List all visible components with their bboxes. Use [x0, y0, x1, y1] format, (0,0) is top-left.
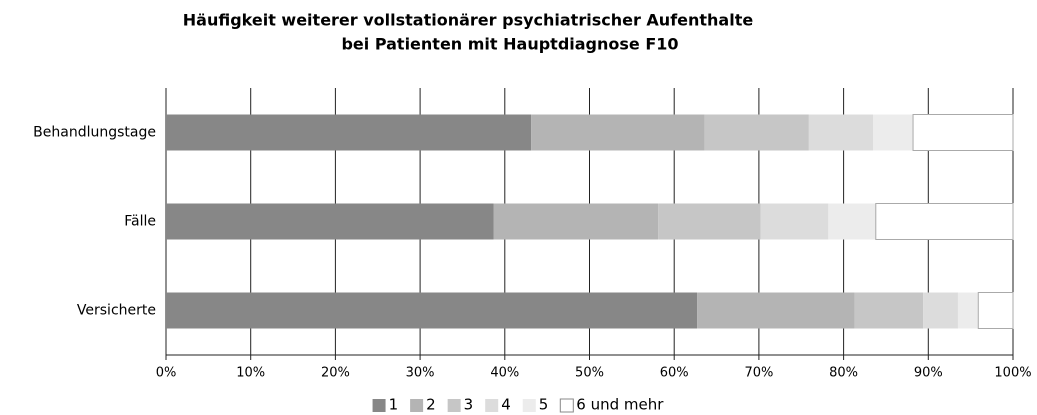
legend-swatch	[410, 399, 424, 412]
bar-segment	[873, 114, 914, 151]
y-tick-label: Versicherte	[77, 303, 156, 319]
chart-title: Häufigkeit weiterer vollstationärer psyc…	[183, 11, 754, 30]
bar-segment	[875, 203, 1014, 240]
bar-segment	[166, 292, 698, 329]
x-tick-label: 70%	[744, 366, 773, 381]
x-tick-label: 100%	[994, 366, 1031, 381]
legend-swatch	[559, 398, 574, 413]
legend-swatch	[447, 399, 461, 412]
bar-segment	[760, 203, 829, 240]
bar-segment	[923, 292, 958, 329]
x-tick-label: 20%	[321, 366, 350, 381]
legend-label: 2	[426, 396, 436, 414]
x-tick-label: 30%	[406, 366, 435, 381]
legend-swatch	[522, 399, 536, 412]
legend-swatch	[485, 399, 499, 412]
legend-label: 4	[501, 396, 511, 414]
bar-segment	[531, 114, 705, 151]
bar-segment	[166, 203, 494, 240]
legend-label: 1	[389, 396, 399, 414]
legend-label: 6 und mehr	[576, 396, 664, 414]
bar-segment	[828, 203, 876, 240]
bar-segment	[658, 203, 761, 240]
x-tick-label: 10%	[236, 366, 265, 381]
y-tick-label: Behandlungstage	[33, 125, 156, 141]
x-tick-label: 80%	[829, 366, 858, 381]
bar-segment	[957, 292, 979, 329]
x-tick-label: 40%	[490, 366, 519, 381]
bar-segment	[977, 292, 1014, 329]
legend-label: 3	[464, 396, 474, 414]
bar-segment	[166, 114, 532, 151]
chart-title: bei Patienten mit Hauptdiagnose F10	[341, 35, 678, 54]
legend-swatch	[372, 399, 386, 412]
legend-label: 5	[539, 396, 549, 414]
bar-segment	[697, 292, 855, 329]
x-tick-label: 50%	[575, 366, 604, 381]
bar-segment	[704, 114, 809, 151]
y-tick-label: Fälle	[124, 214, 156, 230]
x-tick-label: 0%	[156, 366, 177, 381]
bar-segment	[808, 114, 874, 151]
bar-segment	[493, 203, 659, 240]
bar-segment	[854, 292, 924, 329]
x-tick-label: 60%	[660, 366, 689, 381]
bar-segment	[912, 114, 1014, 151]
x-tick-label: 90%	[914, 366, 943, 381]
